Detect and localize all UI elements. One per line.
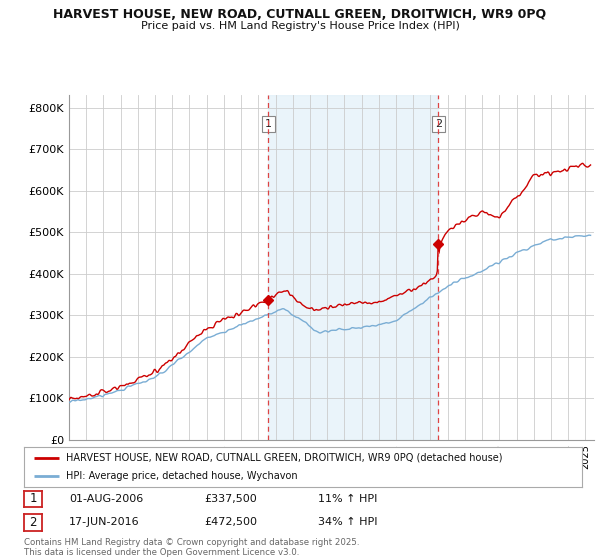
Text: 2: 2 bbox=[29, 516, 37, 529]
Text: Contains HM Land Registry data © Crown copyright and database right 2025.
This d: Contains HM Land Registry data © Crown c… bbox=[24, 538, 359, 557]
Text: HARVEST HOUSE, NEW ROAD, CUTNALL GREEN, DROITWICH, WR9 0PQ (detached house): HARVEST HOUSE, NEW ROAD, CUTNALL GREEN, … bbox=[66, 453, 502, 463]
Text: 34% ↑ HPI: 34% ↑ HPI bbox=[318, 517, 377, 528]
Text: 01-AUG-2006: 01-AUG-2006 bbox=[69, 494, 143, 504]
Text: Price paid vs. HM Land Registry's House Price Index (HPI): Price paid vs. HM Land Registry's House … bbox=[140, 21, 460, 31]
Text: £472,500: £472,500 bbox=[204, 517, 257, 528]
Text: HARVEST HOUSE, NEW ROAD, CUTNALL GREEN, DROITWICH, WR9 0PQ: HARVEST HOUSE, NEW ROAD, CUTNALL GREEN, … bbox=[53, 8, 547, 21]
Text: HPI: Average price, detached house, Wychavon: HPI: Average price, detached house, Wych… bbox=[66, 472, 298, 481]
Bar bbox=[268, 95, 439, 440]
Text: £337,500: £337,500 bbox=[204, 494, 257, 504]
Text: 1: 1 bbox=[29, 492, 37, 506]
Text: 17-JUN-2016: 17-JUN-2016 bbox=[69, 517, 140, 528]
Text: 1: 1 bbox=[265, 119, 272, 129]
Text: 2: 2 bbox=[435, 119, 442, 129]
Text: 11% ↑ HPI: 11% ↑ HPI bbox=[318, 494, 377, 504]
